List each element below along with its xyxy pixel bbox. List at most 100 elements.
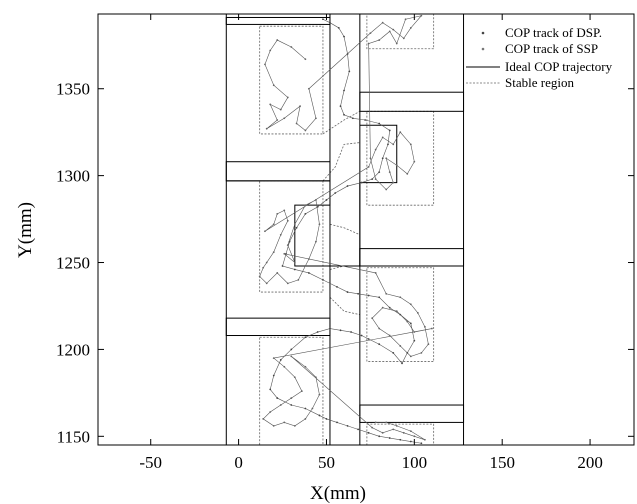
cop-track-ssp-point xyxy=(395,424,398,427)
foot-outline xyxy=(225,14,331,445)
cop-track-dsp-point xyxy=(378,296,381,299)
cop-track-ssp-point xyxy=(420,14,423,17)
cop-track-ssp-point xyxy=(315,240,317,243)
legend-item-ideal: Ideal COP trajectory xyxy=(466,59,613,74)
cop-track-ssp-point xyxy=(286,282,289,285)
cop-track-ssp-point xyxy=(402,37,405,40)
cop-track-dsp-point xyxy=(272,374,275,377)
cop-track-ssp-point xyxy=(413,160,416,163)
cop-track-dsp-point xyxy=(343,113,345,116)
cop-track-ssp-point xyxy=(262,266,265,269)
y-axis-ticks: 1150 1200 1250 1300 1350 xyxy=(56,80,634,446)
cop-track-ssp-point xyxy=(315,117,317,120)
cop-track-ssp-point xyxy=(367,42,370,45)
cop-track-ssp-point xyxy=(276,212,279,215)
cop-track-ssp-point xyxy=(395,42,398,45)
cop-track-ssp-point xyxy=(295,122,298,125)
cop-track-ssp-point xyxy=(269,103,272,106)
cop-track-ssp-point xyxy=(381,306,384,309)
legend-dsp-marker xyxy=(481,31,485,35)
cop-track-ssp-point xyxy=(369,32,372,35)
legend-ssp-marker xyxy=(481,47,485,51)
cop-track-ssp-point xyxy=(409,27,412,29)
cop-track-ssp-point xyxy=(423,325,426,328)
cop-track-dsp-path xyxy=(269,18,422,444)
cop-track-ssp-point xyxy=(381,136,384,139)
cop-track-ssp-point xyxy=(399,345,402,347)
cop-track-dsp-point xyxy=(350,331,352,333)
cop-track-ssp-point xyxy=(406,172,409,175)
cop-track-dsp-point xyxy=(318,414,321,417)
cop-track-dsp-point xyxy=(346,291,349,293)
cop-track-ssp-point xyxy=(371,426,374,429)
foot-outlines xyxy=(225,14,465,445)
x-tick-label: 150 xyxy=(489,453,515,472)
cop-track-ssp-point xyxy=(392,181,395,184)
cop-track-ssp-point xyxy=(286,244,289,247)
cop-track-ssp-point xyxy=(286,219,289,222)
cop-track-dsp-point xyxy=(343,35,345,38)
legend: COP track of DSP. COP track of SSP Ideal… xyxy=(466,25,613,90)
cop-track-ssp-point xyxy=(431,327,433,330)
cop-track-ssp-point xyxy=(399,296,402,299)
y-tick-label: 1350 xyxy=(56,80,90,99)
cop-track-dsp-point xyxy=(337,27,340,29)
cop-track-dsp-point xyxy=(388,437,391,439)
cop-track-ssp-point xyxy=(290,397,293,399)
x-axis-ticks: -50 0 50 100 150 200 xyxy=(139,14,603,472)
cop-track-ssp-point xyxy=(388,30,391,33)
cop-track-ssp-point xyxy=(404,18,407,21)
cop-track-ssp-point xyxy=(311,407,314,410)
cop-track-dsp-point xyxy=(360,181,363,184)
cop-track-dsp-point xyxy=(346,185,349,187)
cop-track-ssp-point xyxy=(374,421,377,424)
cop-track-dsp-point xyxy=(420,442,423,445)
cop-track-ssp-point xyxy=(409,355,412,358)
cop-track-dsp-point xyxy=(343,89,345,92)
cop-tracks xyxy=(258,14,433,445)
cop-track-ssp-point xyxy=(283,252,286,255)
cop-track-ssp-point xyxy=(272,424,275,427)
cop-track-dsp-point xyxy=(388,306,391,309)
cop-track-ssp-point xyxy=(276,272,279,274)
cop-track-ssp-point xyxy=(318,223,321,226)
cop-track-dsp-point xyxy=(290,348,293,351)
cop-track-ssp-point xyxy=(297,278,300,281)
cop-track-dsp-point xyxy=(351,117,354,120)
cop-track-ssp-point xyxy=(388,171,391,174)
legend-ideal-label: Ideal COP trajectory xyxy=(505,59,613,74)
cop-track-ssp-point xyxy=(269,411,272,413)
cop-track-dsp-point xyxy=(378,435,381,438)
cop-track-dsp-point xyxy=(413,339,416,342)
cop-track-dsp-point xyxy=(325,199,328,201)
legend-stable-label: Stable region xyxy=(505,75,574,90)
cop-track-dsp-point xyxy=(304,212,307,215)
cop-track-dsp-point xyxy=(336,285,338,288)
y-tick-label: 1300 xyxy=(56,167,90,186)
cop-track-ssp-point xyxy=(392,428,395,431)
cop-track-ssp-point xyxy=(367,166,370,168)
stable-region xyxy=(259,336,324,445)
cop-track-ssp-point xyxy=(304,418,307,420)
cop-track-ssp-point xyxy=(300,390,303,393)
cop-track-dsp-point xyxy=(381,157,384,160)
cop-track-dsp-point xyxy=(367,338,370,340)
cop-track-ssp-point xyxy=(385,157,388,160)
x-tick-label: 200 xyxy=(577,453,603,472)
cop-track-dsp-point xyxy=(367,431,370,434)
cop-track-ssp-point xyxy=(293,424,296,427)
cop-track-ssp-point xyxy=(272,84,275,87)
cop-track-dsp-point xyxy=(339,105,342,108)
cop-track-ssp-point xyxy=(385,292,388,295)
cop-track-ssp-point xyxy=(374,148,377,151)
cop-track-ssp-point xyxy=(385,188,388,191)
cop-track-ssp-point xyxy=(272,251,275,253)
y-tick-label: 1150 xyxy=(57,427,90,446)
cop-track-dsp-point xyxy=(364,119,367,121)
cop-track-dsp-point xyxy=(325,418,328,420)
cop-track-dsp-point xyxy=(388,129,391,132)
legend-dsp-label: COP track of DSP. xyxy=(505,25,602,40)
cop-track-ssp-point xyxy=(427,343,430,346)
cop-track-ssp-point xyxy=(264,63,266,66)
